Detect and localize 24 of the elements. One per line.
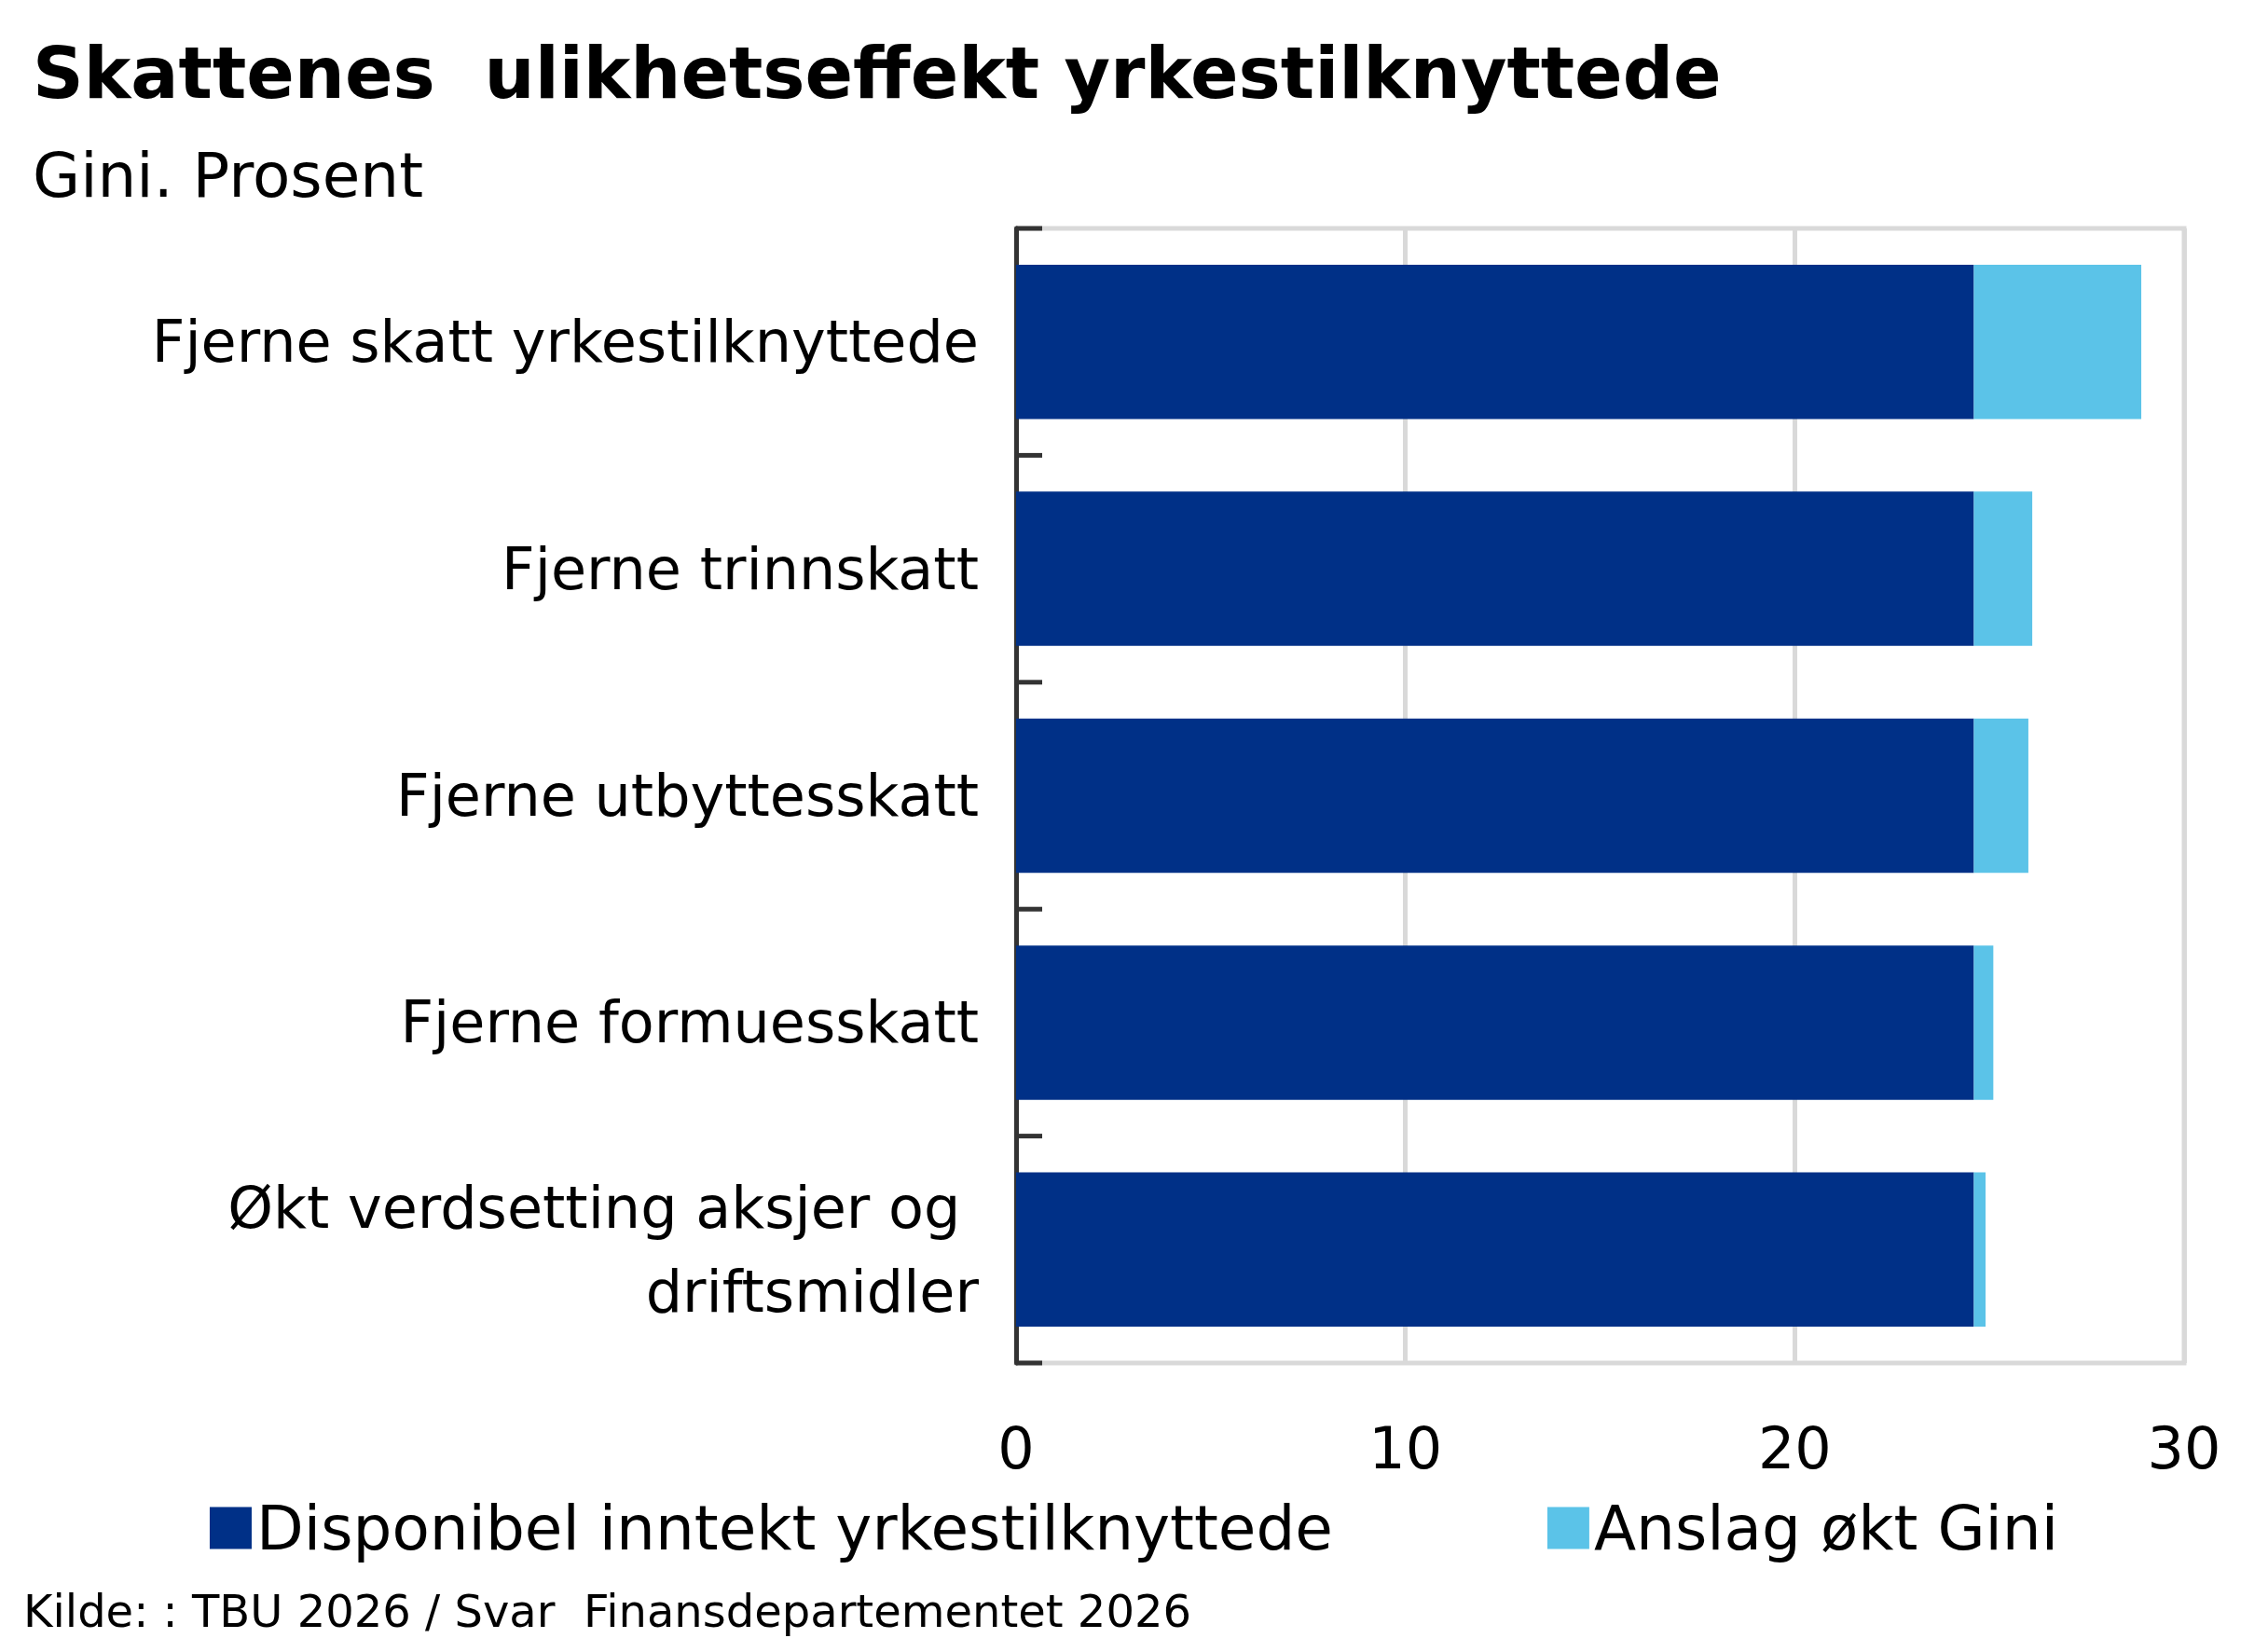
x-tick-label: 10 <box>1368 1413 1443 1482</box>
legend-label: Anslag økt Gini <box>1593 1492 2059 1564</box>
text: Kilde: : TBU 2026 / Svar Finansdepartementet 2026 <box>23 1585 1192 1637</box>
bar <box>1973 1172 1986 1328</box>
y-tick-label: Fjerne formuesskatt <box>400 988 979 1057</box>
bar <box>1016 264 1974 420</box>
bar <box>1973 264 2142 420</box>
x-tick-label: 30 <box>2147 1413 2221 1482</box>
text: Gini. Prosent <box>33 139 424 212</box>
y-tick-label: Fjerne skatt yrkestilknyttede <box>151 308 979 377</box>
legend-label: Disponibel inntekt yrkestilknyttede <box>255 1492 1333 1564</box>
bar <box>1973 491 2033 646</box>
bar <box>1016 1172 1974 1328</box>
chart-title: Skattenes ulikhetseffekt yrkestilknyttede <box>33 31 1722 115</box>
bar <box>1016 491 1974 646</box>
x-tick-label: 20 <box>1757 1413 1832 1482</box>
x-tick-label: 0 <box>997 1413 1035 1482</box>
y-tick-label: Økt verdsetting aksjer og driftsmidler <box>227 1173 980 1326</box>
bar <box>1973 945 1994 1100</box>
y-tick-label: Fjerne trinnskatt <box>502 534 979 603</box>
bar <box>1016 945 1974 1100</box>
bar <box>1973 718 2028 874</box>
bar <box>1016 718 1974 874</box>
y-tick-label: Fjerne utbyttesskatt <box>395 762 979 830</box>
